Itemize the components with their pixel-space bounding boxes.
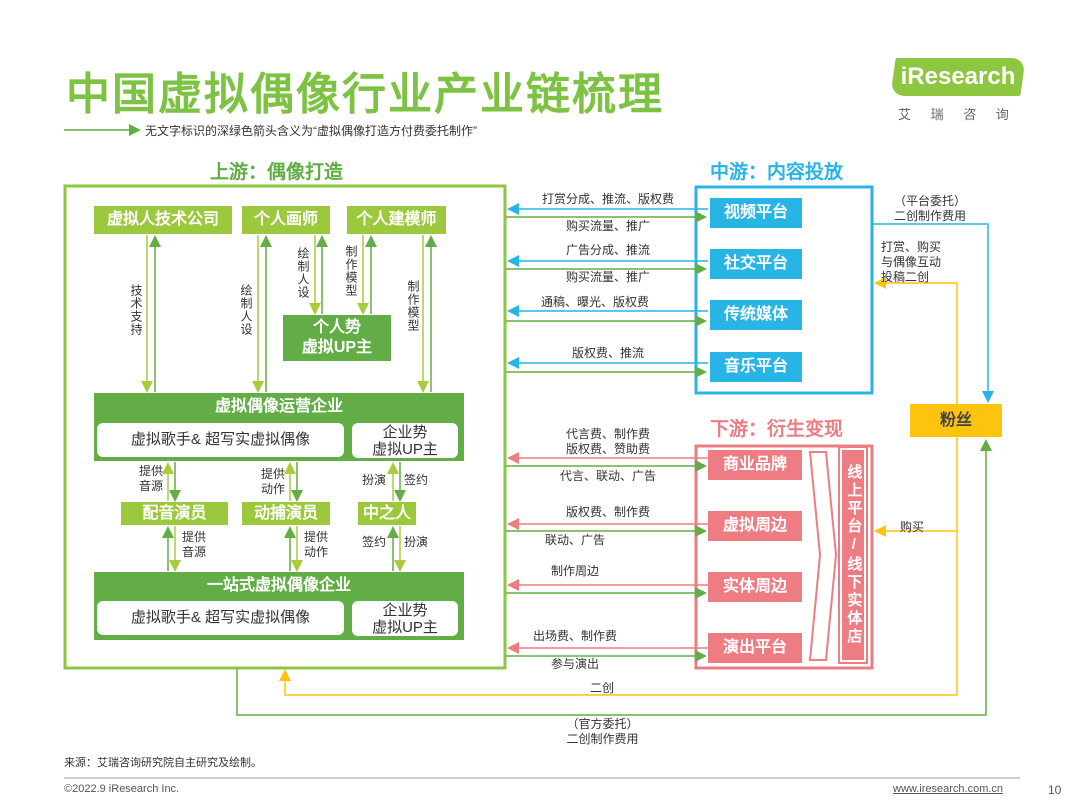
motion-actor-node: 动捕演员 bbox=[242, 502, 330, 525]
flow-label: 绘制人设 bbox=[296, 247, 310, 299]
onestop-vup-type: 企业势 虚拟UP主 bbox=[352, 601, 458, 636]
flow-label: 代言、联动、广告 bbox=[559, 469, 656, 483]
flow-label: 制作模型 bbox=[406, 280, 420, 332]
flow-label: 扮演 bbox=[404, 535, 429, 549]
flow-label: 版权费、推流 bbox=[571, 346, 644, 360]
flow-label: 提供动作 bbox=[303, 530, 328, 559]
music-platform-node: 音乐平台 bbox=[710, 352, 802, 382]
flow-label: 技术支持 bbox=[129, 284, 143, 336]
source-note: 来源：艾瑞咨询研究院自主研究及绘制。 bbox=[64, 757, 262, 769]
flow-label: 签约 bbox=[362, 535, 387, 549]
flow-label: 购买流量、推广 bbox=[565, 219, 650, 233]
logo-cn: 艾 瑞 咨 询 bbox=[898, 107, 1017, 122]
page-title: 中国虚拟偶像行业产业链梳理 bbox=[66, 70, 664, 119]
illustrator-node: 个人画师 bbox=[242, 206, 330, 234]
flow-label: 打赏分成、推流、版权费 bbox=[541, 192, 674, 206]
video-platform-node: 视频平台 bbox=[710, 198, 802, 228]
chevron-arrow-icon bbox=[808, 451, 838, 661]
legend-note: 无文字标识的深绿色箭头含义为“虚拟偶像打造方付费委托制作” bbox=[145, 124, 477, 138]
flow-label: 出场费、制作费 bbox=[532, 629, 617, 643]
website-link[interactable]: www.iresearch.com.cn bbox=[893, 783, 1004, 795]
flow-label: 购买流量、推广 bbox=[565, 270, 650, 284]
flow-label: 通稿、曝光、版权费 bbox=[540, 295, 649, 309]
copyright: ©2022.9 iResearch Inc. bbox=[64, 783, 180, 795]
fans-node: 粉丝 bbox=[910, 404, 1002, 437]
downstream-heading: 下游：衍生变现 bbox=[710, 419, 844, 440]
page-number: 10 bbox=[1048, 783, 1062, 797]
traditional-media-node: 传统媒体 bbox=[710, 300, 802, 330]
operator-vup-type: 企业势 虚拟UP主 bbox=[352, 423, 458, 458]
midstream-heading: 中游：内容投放 bbox=[710, 162, 844, 183]
personal-vup-node: 个人势 虚拟UP主 bbox=[283, 315, 391, 361]
flow-label: 提供动作 bbox=[260, 467, 285, 496]
upstream-heading: 上游：偶像打造 bbox=[210, 162, 344, 183]
flow-label: 打赏、购买 与偶像互动 投稿二创 bbox=[881, 240, 942, 284]
social-platform-node: 社交平台 bbox=[710, 249, 802, 279]
flow-label: （官方委托） 二创制作费用 bbox=[566, 717, 639, 746]
onestop-idol-type: 虚拟歌手& 超写实虚拟偶像 bbox=[97, 601, 344, 635]
flow-label: 扮演 bbox=[362, 473, 387, 487]
flow-label: （平台委托） 二创制作费用 bbox=[893, 194, 966, 223]
flow-label: 二创 bbox=[590, 681, 615, 695]
commercial-brand-node: 商业品牌 bbox=[708, 450, 802, 480]
operator-idol-type: 虚拟歌手& 超写实虚拟偶像 bbox=[97, 423, 344, 457]
flow-label: 版权费、制作费 bbox=[565, 505, 650, 519]
tech-company-node: 虚拟人技术公司 bbox=[94, 206, 232, 234]
flow-label: 签约 bbox=[404, 473, 429, 487]
flow-label: 参与演出 bbox=[550, 657, 599, 671]
flow-label: 制作周边 bbox=[550, 564, 599, 578]
flow-label: 广告分成、推流 bbox=[565, 243, 650, 257]
flow-label: 绘制人设 bbox=[239, 284, 253, 336]
performance-platform-node: 演出平台 bbox=[708, 633, 802, 663]
sales-channel-node: 线上平台/线下实体店 bbox=[838, 446, 868, 664]
performer-node: 中之人 bbox=[358, 502, 416, 525]
flow-label: 代言费、制作费 版权费、赞助费 bbox=[565, 427, 650, 456]
flow-label: 联动、广告 bbox=[544, 533, 605, 547]
iresearch-logo: iResearch bbox=[890, 58, 1026, 96]
virtual-merch-node: 虚拟周边 bbox=[708, 511, 802, 541]
flow-label: 购买 bbox=[900, 520, 925, 534]
voice-actor-node: 配音演员 bbox=[121, 502, 228, 525]
flow-label: 提供音源 bbox=[138, 464, 163, 493]
physical-merch-node: 实体周边 bbox=[708, 572, 802, 602]
modeler-node: 个人建模师 bbox=[347, 206, 446, 234]
flow-label: 制作模型 bbox=[344, 245, 358, 297]
flow-label: 提供音源 bbox=[181, 530, 206, 559]
